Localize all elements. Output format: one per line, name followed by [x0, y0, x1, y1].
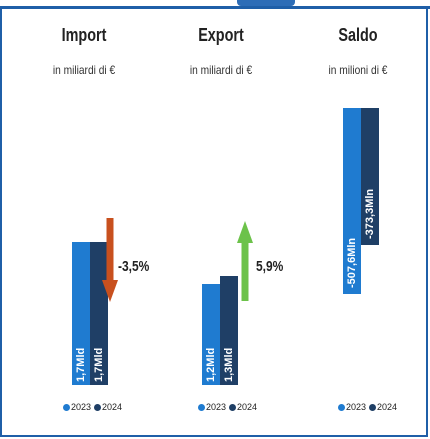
up-arrow-icon	[237, 221, 253, 301]
saldo-subtitle: in milioni di €	[328, 63, 388, 77]
legend-dot-2024	[94, 403, 102, 411]
saldo-label-2024: -373,3Mln	[364, 188, 376, 239]
legend-label-2023: 2023	[346, 402, 367, 412]
saldo-title: Saldo	[338, 25, 378, 45]
saldo-label-2023: -507,6Mln	[346, 237, 358, 288]
legend-dot-2024	[369, 403, 377, 411]
legend-label-2024: 2024	[377, 402, 398, 412]
legend-dot-2023	[338, 403, 345, 411]
export-label-2024: 1,3Mld	[223, 347, 235, 382]
import-bar-2024	[90, 242, 108, 385]
export-title: Export	[198, 25, 244, 45]
import-bar-2023	[72, 242, 90, 385]
legend-label-2023: 2023	[71, 402, 92, 412]
export-subtitle: in miliardi di €	[189, 63, 253, 77]
import-legend: 2023 2024	[63, 402, 122, 412]
import-label-2024: 1,7Mld	[93, 347, 105, 382]
chart-frame	[0, 9, 428, 437]
legend-dot-2023	[198, 403, 205, 411]
export-label-2023: 1,2Mld	[205, 347, 217, 382]
saldo-bar-2024	[361, 108, 379, 245]
import-subtitle: in miliardi di €	[52, 63, 116, 77]
export-bar-2024	[220, 275, 238, 385]
down-arrow-icon	[102, 218, 118, 302]
legend-dot-2024	[229, 403, 237, 411]
import-change: -3,5%	[118, 258, 150, 275]
top-tab	[237, 0, 295, 6]
legend-label-2023: 2023	[206, 402, 227, 412]
legend-label-2024: 2024	[237, 402, 258, 412]
saldo-bar-2023	[343, 108, 361, 294]
export-bar-2023	[202, 284, 220, 385]
import-label-2023: 1,7Mld	[75, 347, 87, 382]
legend-label-2024: 2024	[102, 402, 123, 412]
legend-dot-2023	[63, 403, 70, 411]
saldo-legend: 2023 2024	[338, 402, 397, 412]
import-title: Import	[61, 25, 107, 45]
export-change: 5,9%	[256, 258, 284, 275]
export-legend: 2023 2024	[198, 402, 257, 412]
top-rule	[0, 6, 430, 9]
